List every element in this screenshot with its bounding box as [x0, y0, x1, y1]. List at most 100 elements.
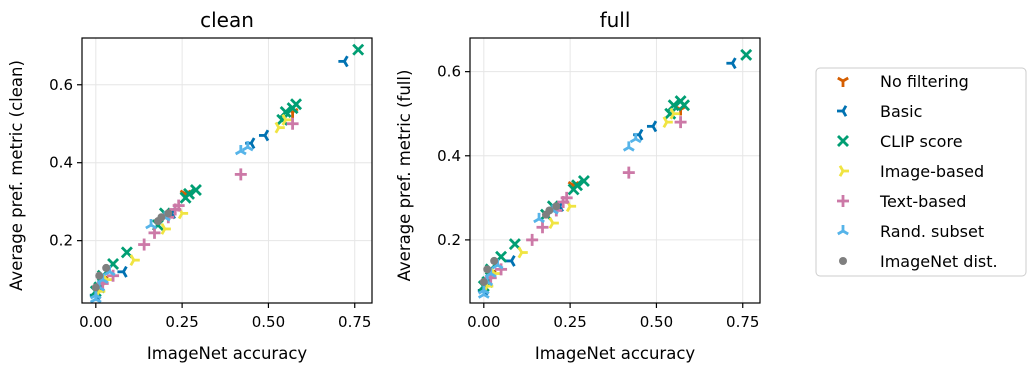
- point-text-based: [172, 199, 185, 212]
- point-rand-subset: [629, 132, 642, 144]
- legend-label: Text-based: [879, 192, 966, 211]
- y-axis-label: Average pref. metric (clean): [7, 60, 26, 291]
- legend-marker-image-based: [838, 165, 849, 177]
- legend-item-clip-score: CLIP score: [837, 132, 963, 151]
- point-clip-score: [740, 48, 753, 61]
- point-clip-score: [678, 99, 691, 112]
- legend-marker-text-based: [837, 195, 849, 207]
- x-tick-label: 0.50: [640, 313, 673, 331]
- y-tick-label: 0.2: [437, 231, 461, 249]
- plot-frame: [81, 37, 373, 304]
- point-basic: [338, 55, 349, 68]
- y-tick-label: 0.4: [49, 154, 73, 172]
- point-text-based: [107, 269, 120, 282]
- point-text-based: [622, 166, 635, 179]
- point-basic: [646, 120, 658, 133]
- point-text-based: [674, 116, 687, 129]
- legend-item-basic: Basic: [837, 102, 922, 121]
- point-basic: [726, 57, 737, 70]
- point-clip-score: [290, 98, 303, 111]
- chart-title: full: [600, 8, 631, 32]
- y-tick-label: 0.6: [437, 63, 461, 81]
- point-text-based: [560, 191, 573, 204]
- point-image-based: [160, 223, 171, 235]
- data-points: [477, 48, 753, 299]
- point-text-based: [536, 221, 549, 234]
- x-tick-label: 0.50: [252, 313, 285, 331]
- point-clip-score: [667, 99, 680, 112]
- legend-marker-no-filtering: [837, 76, 849, 87]
- legend-marker-basic: [837, 105, 848, 117]
- point-imagenet-dist: [91, 283, 100, 292]
- point-clip-score: [183, 187, 196, 200]
- panel-full: 0.00 0.25 0.50 0.75 0.2 0.4 0.6 full ImageNet ac…: [395, 8, 761, 363]
- point-image-based: [281, 113, 292, 126]
- point-text-based: [526, 233, 539, 246]
- legend-label: ImageNet dist.: [880, 252, 998, 271]
- x-tick-label: 0.00: [467, 313, 500, 331]
- legend-marker-imagenet-dist: [839, 257, 847, 265]
- chart-panels: 0.00 0.25 0.50 0.75 0.2 0.4 0.6 clean ImageNet a…: [7, 8, 761, 363]
- plot-frame: [469, 37, 761, 304]
- point-rand-subset: [145, 219, 157, 230]
- point-rand-subset: [241, 141, 254, 152]
- legend-frame: [815, 67, 1027, 277]
- legend-label: Rand. subset: [880, 222, 984, 241]
- point-clip-score: [508, 238, 521, 251]
- x-tick-label: 0.75: [726, 313, 759, 331]
- point-rand-subset: [234, 145, 247, 156]
- point-image-based: [517, 246, 528, 259]
- legend-item-imagenet-dist: ImageNet dist.: [839, 252, 998, 271]
- point-text-based: [234, 168, 247, 181]
- data-points: [89, 43, 365, 304]
- point-imagenet-dist: [95, 271, 104, 280]
- legend-item-no-filtering: No filtering: [837, 72, 969, 91]
- point-image-based: [662, 116, 673, 129]
- point-image-based: [548, 217, 559, 229]
- legend-label: Basic: [880, 102, 922, 121]
- point-imagenet-dist: [552, 202, 561, 211]
- chart-title: clean: [200, 8, 254, 32]
- x-tick-label: 0.25: [553, 313, 586, 331]
- point-basic: [258, 129, 270, 142]
- x-tick-label: 0.75: [338, 313, 371, 331]
- point-text-based: [286, 117, 299, 130]
- legend-marker-rand-subset: [837, 225, 849, 236]
- legend-marker-clip-score: [837, 135, 849, 147]
- panel-clean: 0.00 0.25 0.50 0.75 0.2 0.4 0.6 clean ImageNet a…: [7, 8, 373, 363]
- legend-item-image-based: Image-based: [838, 162, 984, 181]
- point-imagenet-dist: [479, 277, 488, 286]
- legend-label: No filtering: [880, 72, 969, 91]
- point-clip-score: [352, 43, 365, 56]
- point-image-based: [669, 107, 680, 120]
- x-tick-label: 0.00: [79, 313, 112, 331]
- point-clip-score: [276, 113, 289, 126]
- point-text-based: [148, 226, 161, 239]
- point-imagenet-dist: [490, 256, 499, 265]
- legend-label: CLIP score: [880, 132, 963, 151]
- point-imagenet-dist: [102, 263, 111, 272]
- legend-items: No filtering Basic CLIP score Image-based Te…: [837, 72, 998, 271]
- legend: No filtering Basic CLIP score Image-based Te…: [815, 67, 1027, 277]
- y-tick-label: 0.4: [437, 147, 461, 165]
- legend-item-text-based: Text-based: [837, 192, 966, 211]
- point-imagenet-dist: [545, 206, 554, 215]
- x-tick-label: 0.25: [165, 313, 198, 331]
- y-tick-label: 0.2: [49, 232, 73, 250]
- point-imagenet-dist: [157, 213, 166, 222]
- point-text-based: [495, 263, 508, 276]
- x-axis-label: ImageNet accuracy: [535, 344, 696, 363]
- legend-item-rand-subset: Rand. subset: [837, 222, 984, 241]
- point-image-based: [129, 254, 140, 267]
- point-imagenet-dist: [483, 265, 492, 274]
- legend-label: Image-based: [880, 162, 984, 181]
- point-rand-subset: [533, 212, 545, 224]
- x-axis-label: ImageNet accuracy: [147, 344, 308, 363]
- point-clip-score: [189, 183, 202, 196]
- point-clip-score: [664, 107, 677, 120]
- y-tick-label: 0.6: [49, 76, 73, 94]
- point-rand-subset: [622, 141, 635, 152]
- point-imagenet-dist: [164, 209, 173, 218]
- point-image-based: [274, 121, 285, 134]
